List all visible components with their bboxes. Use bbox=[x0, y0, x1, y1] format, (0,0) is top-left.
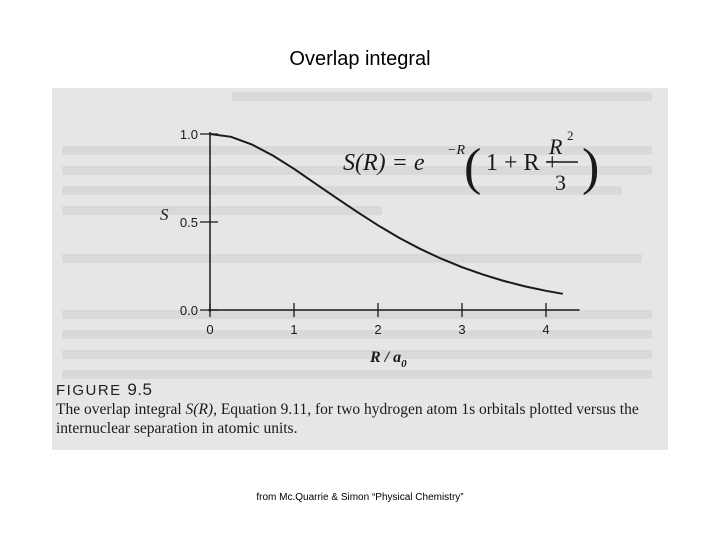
x-tick-label: 0 bbox=[206, 322, 213, 337]
svg-text:1 + R +: 1 + R + bbox=[486, 150, 559, 176]
y-tick-label: 1.0 bbox=[180, 127, 198, 142]
equation-right-paren: ) bbox=[582, 139, 599, 196]
equation-left-paren: ( bbox=[464, 139, 481, 196]
y-tick-label: 0.5 bbox=[180, 215, 198, 230]
slide-title: Overlap integral bbox=[289, 48, 431, 70]
svg-text:S(R) = e: S(R) = e bbox=[343, 150, 425, 176]
x-tick-label: 3 bbox=[458, 322, 465, 337]
x-tick-label: 1 bbox=[290, 322, 297, 337]
y-axis-label: S bbox=[160, 205, 169, 224]
overlap-equation: S(R) = e −R ( 1 + R + R 2 3 ) bbox=[343, 128, 599, 196]
svg-text:R: R bbox=[548, 134, 563, 159]
overlap-curve bbox=[209, 133, 563, 295]
chart-tick-labels: 0.0 0.5 1.0 0 1 2 3 4 bbox=[180, 127, 550, 337]
svg-text:3: 3 bbox=[555, 170, 566, 195]
x-tick-label: 4 bbox=[542, 322, 549, 337]
svg-text:−R: −R bbox=[447, 143, 465, 158]
figure-label: FIGURE 9.5 bbox=[56, 380, 153, 399]
source-citation: from Mc.Quarrie & Simon “Physical Chemis… bbox=[256, 492, 464, 503]
x-tick-label: 2 bbox=[374, 322, 381, 337]
x-axis-label: R / a0 bbox=[369, 349, 407, 370]
overlap-integral-chart: 0.0 0.5 1.0 0 1 2 3 4 S R / a0 S(R) = e −R ( 1 … bbox=[160, 127, 599, 370]
svg-text:2: 2 bbox=[567, 128, 574, 143]
figure-caption: The overlap integral S(R), Equation 9.11… bbox=[56, 401, 639, 437]
scan-bleed-through-text bbox=[52, 88, 668, 450]
y-tick-label: 0.0 bbox=[180, 303, 198, 318]
svg-text:R / a0: R / a0 bbox=[369, 349, 407, 370]
